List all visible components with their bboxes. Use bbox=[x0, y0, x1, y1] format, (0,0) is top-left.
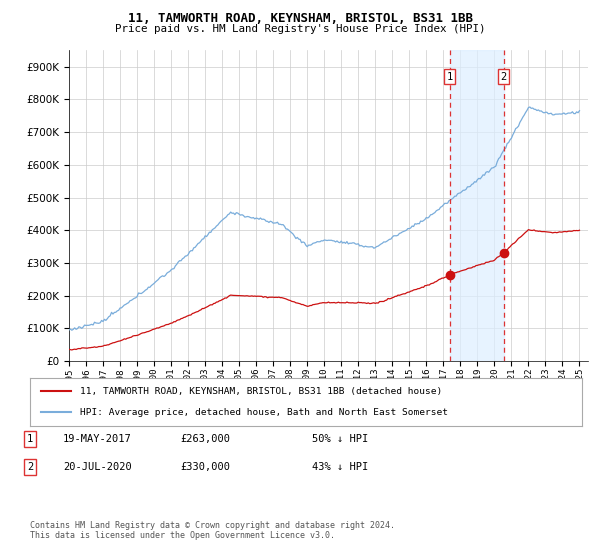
Text: 2: 2 bbox=[27, 462, 33, 472]
Text: 19-MAY-2017: 19-MAY-2017 bbox=[63, 434, 132, 444]
Text: 20-JUL-2020: 20-JUL-2020 bbox=[63, 462, 132, 472]
Text: HPI: Average price, detached house, Bath and North East Somerset: HPI: Average price, detached house, Bath… bbox=[80, 408, 448, 417]
Text: Contains HM Land Registry data © Crown copyright and database right 2024.
This d: Contains HM Land Registry data © Crown c… bbox=[30, 521, 395, 540]
Text: £330,000: £330,000 bbox=[180, 462, 230, 472]
Text: 11, TAMWORTH ROAD, KEYNSHAM, BRISTOL, BS31 1BB: 11, TAMWORTH ROAD, KEYNSHAM, BRISTOL, BS… bbox=[128, 12, 473, 25]
Bar bbox=[449, 50, 503, 361]
Text: 1: 1 bbox=[27, 434, 33, 444]
Text: Price paid vs. HM Land Registry's House Price Index (HPI): Price paid vs. HM Land Registry's House … bbox=[115, 24, 485, 34]
Text: £263,000: £263,000 bbox=[180, 434, 230, 444]
Text: 50% ↓ HPI: 50% ↓ HPI bbox=[312, 434, 368, 444]
Text: 2: 2 bbox=[500, 72, 507, 82]
Text: 1: 1 bbox=[446, 72, 453, 82]
Text: 43% ↓ HPI: 43% ↓ HPI bbox=[312, 462, 368, 472]
Text: 11, TAMWORTH ROAD, KEYNSHAM, BRISTOL, BS31 1BB (detached house): 11, TAMWORTH ROAD, KEYNSHAM, BRISTOL, BS… bbox=[80, 387, 442, 396]
